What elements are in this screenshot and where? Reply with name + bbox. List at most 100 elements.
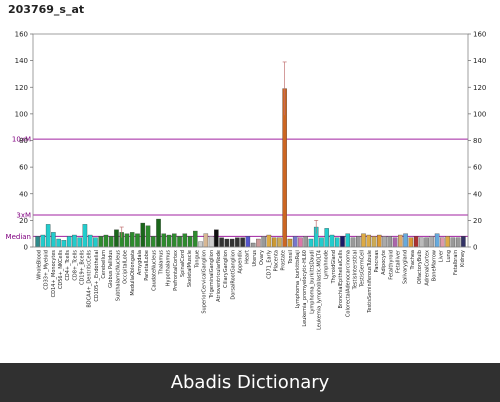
x-tick-label: Appendix (238, 250, 244, 274)
x-tick-label: AtrioventricularNode (216, 250, 222, 302)
x-tick-label: TrigeminalGanglion (209, 250, 215, 299)
x-tick-label: SpinalCord (180, 250, 186, 277)
y-tick-label: 100 (15, 110, 28, 118)
chart-bars (35, 61, 466, 248)
x-tick-label: Uterus (252, 250, 258, 267)
bar (429, 236, 435, 248)
x-tick-label: Fetalthyroid (388, 250, 394, 280)
x-tick-label: Fetalbrain (453, 250, 459, 275)
x-tick-label: Kidney (460, 250, 466, 267)
bar (398, 234, 403, 248)
x-tick-label: Leukemia_lymphoblastic-MOLT4 (317, 250, 323, 330)
bar (419, 237, 424, 248)
bar (124, 233, 130, 248)
x-tick-label: TestisSeminiferousTubule (367, 250, 373, 314)
bar (82, 224, 88, 248)
x-tick-label: OccipitalLobe (123, 250, 129, 284)
y2-tick-label: 0 (473, 244, 477, 252)
reference-line-label: 3xM (16, 212, 31, 220)
bar (182, 233, 188, 248)
bar (287, 238, 293, 248)
bar (203, 233, 209, 248)
bar (214, 229, 219, 248)
y2-tick-label: 60 (473, 164, 482, 172)
bar (408, 237, 414, 248)
bar (308, 238, 314, 248)
x-tick-label: CD33+_Myeloid (44, 250, 50, 290)
x-tick-label: Liver (439, 249, 445, 262)
bar (114, 229, 119, 248)
x-tick-label: Globus Pallidus (108, 250, 114, 288)
page-title: 203769_s_at (8, 3, 85, 16)
bar (93, 237, 98, 248)
y2-tick-label: 80 (473, 137, 482, 145)
bar (382, 236, 387, 248)
bar (366, 234, 372, 248)
bar (245, 236, 251, 248)
bar (329, 234, 335, 248)
bar (161, 233, 167, 248)
x-tick-label: CiliaryGanglion (223, 250, 229, 288)
x-tick-label: Heart (245, 250, 251, 264)
x-tick-label: DorsalRootGanglion (230, 250, 236, 300)
x-tick-label: Tonsil (288, 250, 294, 265)
y-tick-label: 140 (15, 57, 28, 65)
x-tick-label: CD56+_NKCells (58, 250, 64, 289)
x-tick-label: Fetalliver (396, 249, 402, 273)
x-tick-label: Lymphoma_burkittsDaudi (309, 250, 315, 314)
bar (250, 242, 256, 248)
bar (256, 238, 261, 248)
bar (392, 237, 398, 248)
chart-reference-lines: Median 3xM 10xM (6, 136, 468, 241)
bar (387, 236, 393, 248)
bar (371, 236, 377, 248)
footer-banner: Abadis Dictionary (0, 363, 500, 402)
bar (292, 236, 298, 248)
bar (198, 241, 203, 248)
x-tick-label: SubthalamicNucleus (115, 250, 121, 301)
bar (87, 234, 93, 248)
bar (440, 237, 445, 248)
bar (445, 236, 450, 248)
y2-tick-label: 20 (473, 217, 482, 225)
bar (413, 236, 419, 248)
bar (61, 240, 67, 248)
x-tick-label: BDCA4+_DentriticCells (87, 250, 93, 308)
x-tick-label: Lymphnode (324, 250, 330, 279)
x-tick-label: Prostate (281, 250, 287, 271)
x-tick-label: CD105+_Endothelial (94, 250, 100, 302)
bar (177, 236, 182, 248)
bar (140, 222, 146, 248)
x-tick-label: Trachea (410, 250, 416, 271)
x-tick-label: SuperiorCervicalGanglion (202, 250, 208, 314)
bar (340, 236, 345, 248)
bar (424, 237, 429, 248)
bar (334, 237, 340, 248)
bar (298, 237, 303, 248)
x-tick-label: CD14+_Monocytes (51, 250, 57, 298)
x-tick-label: TestisInterstitial (352, 250, 358, 290)
x-tick-label: Thalamus (159, 250, 165, 276)
x-tick-label: Salivarygland (403, 250, 409, 284)
bar (56, 238, 61, 248)
chart-x-labels: WholeBlood CD33+_Myeloid CD14+_Monocytes CD… (36, 249, 466, 330)
bar (266, 234, 272, 248)
x-tick-label: Lymphoma_burkittsRaji (295, 250, 301, 308)
x-tick-label: Amygdala (137, 250, 143, 275)
bar (377, 234, 382, 248)
bar (45, 224, 51, 248)
x-tick-label: CaudateNucleus (151, 250, 157, 291)
bar (66, 236, 72, 248)
x-tick-label: CD8+_Tcells (72, 250, 78, 281)
x-tick-label: TestisGermCell (360, 250, 366, 288)
x-tick-label: Ovary (259, 250, 265, 265)
x-tick-label: Hypothalamus (166, 250, 172, 287)
y-tick-label: 120 (15, 84, 28, 92)
chart-ticks: 0 20 40 60 80 100 120 140 160 0 20 40 60 80 100 120 140 1… (15, 31, 487, 252)
bar (129, 232, 135, 248)
x-tick-label: Leukemia_promyelocytic-HL60 (302, 250, 308, 327)
x-tick-label: AdrenalCortex (424, 250, 430, 286)
x-tick-label: Cerebellum (101, 250, 107, 279)
y-tick-label: 60 (19, 164, 28, 172)
bar (345, 233, 350, 248)
